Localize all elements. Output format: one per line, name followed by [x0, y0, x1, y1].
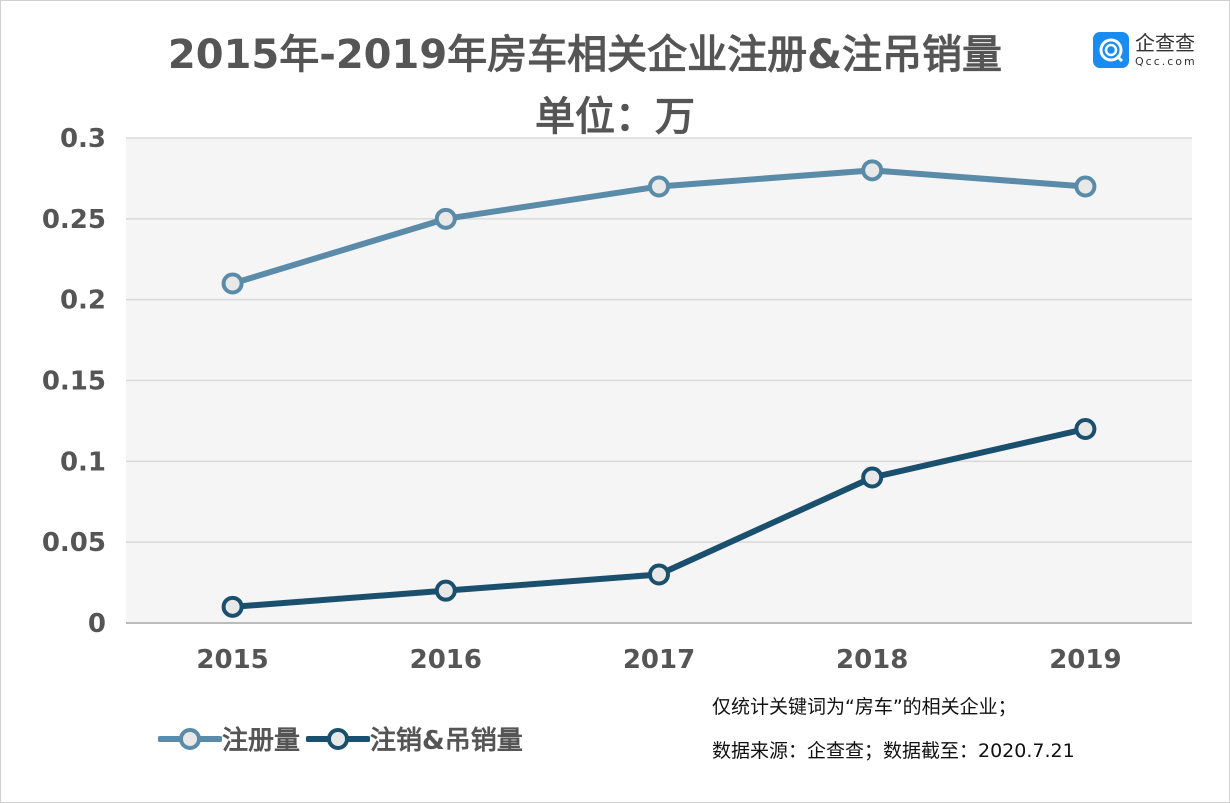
data-point: [434, 207, 457, 230]
data-point: [221, 595, 244, 618]
data-point: [434, 579, 457, 602]
y-tick-label: 0.3: [60, 124, 106, 154]
qcc-logo-icon: [1093, 32, 1129, 68]
data-point: [648, 175, 670, 198]
chart-title: 2015年-2019年房车相关企业注册&注吊销量: [167, 32, 1003, 78]
logo-cn: 企查查: [1135, 31, 1195, 55]
data-point: [221, 272, 244, 295]
legend-label: 注册量: [222, 726, 301, 756]
qcc-logo: 企查查 Qcc.com: [1093, 32, 1197, 68]
chart-subtitle: 单位：万: [535, 94, 695, 140]
data-point: [1074, 175, 1097, 198]
legend: 注册量 注销&吊销量: [158, 720, 529, 757]
data-point: [861, 466, 884, 489]
y-tick-label: 0.05: [42, 528, 106, 558]
y-tick-label: 0: [88, 609, 106, 639]
legend-marker-icon: [158, 727, 222, 750]
data-point: [648, 563, 670, 586]
data-point: [1074, 418, 1097, 440]
legend-marker-icon: [306, 727, 371, 750]
y-tick-label: 0.1: [60, 447, 106, 477]
x-tick-label: 2015: [196, 645, 268, 675]
data-point: [861, 159, 884, 182]
legend-item-registrations: 注册量: [158, 720, 300, 757]
x-tick-label: 2016: [410, 645, 482, 675]
note-scope: 仅统计关键词为“房车”的相关企业；: [712, 696, 1017, 718]
legend-label: 注销&吊销量: [370, 726, 523, 756]
x-tick-label: 2017: [623, 645, 695, 675]
x-tick-label: 2018: [836, 645, 908, 675]
y-tick-label: 0.25: [42, 205, 106, 235]
x-tick-label: 2019: [1049, 645, 1121, 675]
y-tick-label: 0.2: [60, 286, 106, 316]
logo-en: Qcc.com: [1135, 55, 1197, 68]
legend-item-cancellations: 注销&吊销量: [306, 720, 523, 757]
y-tick-label: 0.15: [42, 367, 106, 397]
note-source: 数据来源：企查查；数据截至：2020.7.21: [712, 740, 1075, 762]
